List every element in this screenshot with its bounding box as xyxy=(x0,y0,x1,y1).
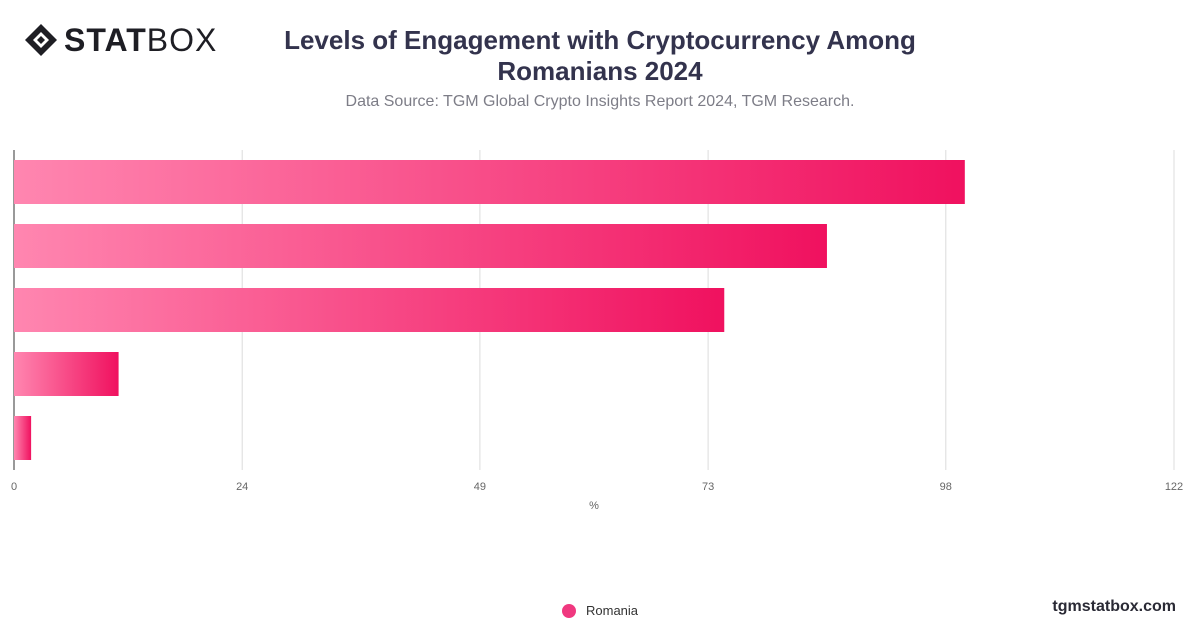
logo-text: STATBOX xyxy=(64,22,218,58)
x-tick-label: 98 xyxy=(940,481,952,493)
x-tick-labels: 0 24 49 73 98 122 xyxy=(11,481,1183,493)
chart-subtitle: Data Source: TGM Global Crypto Insights … xyxy=(345,93,855,110)
legend-label-romania: Romania xyxy=(586,603,639,618)
x-tick-label: 73 xyxy=(702,481,714,493)
bars xyxy=(14,160,965,460)
legend-marker-romania xyxy=(562,603,576,618)
statbox-diamond-icon xyxy=(25,24,57,56)
bar[interactable] xyxy=(14,288,725,332)
x-tick-label: 0 xyxy=(11,481,17,493)
bar[interactable] xyxy=(14,352,119,396)
x-tick-label: 49 xyxy=(474,481,486,493)
statbox-logo: STATBOX xyxy=(24,22,217,58)
chart-title: Levels of Engagement with Cryptocurrency… xyxy=(284,25,916,86)
bar[interactable] xyxy=(14,224,827,268)
x-axis-label: % xyxy=(589,500,599,512)
site-url: tgmstatbox.com xyxy=(1052,598,1176,615)
x-tick-label: 122 xyxy=(1165,481,1183,493)
bar[interactable] xyxy=(14,160,965,204)
bar[interactable] xyxy=(14,416,32,460)
x-tick-label: 24 xyxy=(236,481,248,493)
legend[interactable]: Romania xyxy=(562,603,638,618)
